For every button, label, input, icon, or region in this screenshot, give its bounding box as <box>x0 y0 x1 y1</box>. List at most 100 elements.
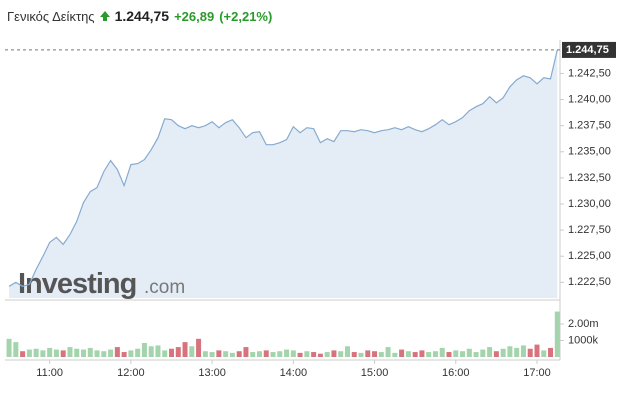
volume-bar <box>74 348 80 357</box>
x-tick-label: 11:00 <box>36 367 63 379</box>
volume-bar <box>338 351 344 357</box>
volume-bar <box>426 352 432 357</box>
volume-bar <box>94 350 100 357</box>
volume-bar <box>263 350 269 357</box>
volume-bar <box>284 349 290 357</box>
volume-bar <box>331 350 337 357</box>
volume-bar <box>229 352 235 357</box>
price-area <box>9 49 558 299</box>
last-price: 1.244,75 <box>114 8 170 24</box>
y-tick-label: 1.240,00 <box>568 93 611 105</box>
volume-bar <box>87 347 93 357</box>
volume-bar <box>500 348 506 357</box>
volume-bar <box>236 351 242 357</box>
volume-bar <box>351 352 357 357</box>
y-tick-label: 1000k <box>568 334 598 346</box>
volume-bar <box>534 344 540 357</box>
volume-bar <box>412 352 418 357</box>
volume-bar <box>47 347 53 357</box>
volume-bar <box>223 351 229 357</box>
volume-bar <box>243 347 249 357</box>
volume-bar <box>548 347 554 357</box>
volume-bar <box>40 350 46 357</box>
watermark: Investing <box>18 268 136 300</box>
volume-bar <box>189 346 195 357</box>
y-tick-label: 1.227,50 <box>568 224 611 236</box>
volume-bar <box>202 351 208 357</box>
volume-bar <box>53 349 59 357</box>
y-tick-label: 1.225,00 <box>568 250 611 262</box>
volume-bar <box>20 351 26 357</box>
volume-bar <box>460 351 466 357</box>
volume-bar <box>121 352 127 357</box>
volume-bar <box>209 352 215 357</box>
volume-bar <box>196 338 202 357</box>
volume-bar <box>6 338 12 357</box>
header: Γενικός Δείκτης 1.244,75 +26,89 (+2,21%) <box>7 8 272 24</box>
volume-bar <box>385 347 391 357</box>
price-line <box>8 49 558 287</box>
volume-bar <box>473 352 479 357</box>
volume-bar <box>290 350 296 357</box>
volume-bar <box>392 352 398 357</box>
volume-bar <box>324 352 330 357</box>
volume-bar <box>175 347 181 357</box>
volume-bar <box>169 348 174 357</box>
volume-bar <box>250 352 256 357</box>
volume-bar <box>182 342 188 357</box>
volume-bar <box>554 311 560 357</box>
watermark-suffix: .com <box>144 277 185 298</box>
volume-bar <box>101 351 107 357</box>
volume-bar <box>141 342 147 357</box>
volume-bar <box>527 348 533 357</box>
volume-bar <box>108 349 114 357</box>
volume-bar <box>378 352 384 357</box>
volume-bar <box>344 346 350 357</box>
volume-bar <box>446 352 452 357</box>
up-arrow <box>99 11 110 21</box>
volume-bar <box>33 348 39 357</box>
volume-bar <box>514 347 520 357</box>
volume-bar <box>148 346 154 357</box>
volume-bar <box>405 351 411 357</box>
volume-bar <box>114 347 120 357</box>
last-price-box <box>562 41 616 58</box>
volume-bar <box>541 350 547 357</box>
change: +26,89 <box>174 8 215 24</box>
volume-bar <box>439 347 445 357</box>
volume-bar <box>507 346 513 357</box>
y-tick-label: 1.230,00 <box>568 198 611 210</box>
volume-bar <box>216 350 222 357</box>
y-tick-label: 1.235,00 <box>568 146 611 158</box>
volume-bar <box>13 342 19 357</box>
x-tick-label: 13:00 <box>198 367 226 379</box>
x-tick-label: 14:00 <box>280 367 308 379</box>
volume-bar <box>358 352 364 357</box>
y-tick-label: 1.232,50 <box>568 172 611 184</box>
volume-bar <box>81 349 87 357</box>
change-pct: (+2,21%) <box>219 8 273 24</box>
volume-bar <box>297 352 303 357</box>
volume-bar <box>277 351 283 357</box>
volume-bar <box>135 348 141 357</box>
volume-bar <box>466 348 472 357</box>
title: Γενικός Δείκτης <box>7 8 95 24</box>
x-tick-label: 12:00 <box>117 367 145 379</box>
volume-bar <box>155 345 161 357</box>
volume-bar <box>419 350 425 357</box>
y-tick-label: 2.00m <box>568 318 599 330</box>
volume-bar <box>128 350 134 357</box>
volume-bar <box>487 347 493 357</box>
volume-bar <box>399 349 405 357</box>
volume-bar <box>311 352 317 357</box>
volume-bar <box>67 347 73 357</box>
volume-bar <box>60 350 66 357</box>
y-tick-label: 1.222,50 <box>568 276 611 288</box>
y-tick-label: 1.237,50 <box>568 120 611 132</box>
volume-bar <box>432 351 438 357</box>
x-tick-label: 16:00 <box>442 367 470 379</box>
volume-bar <box>493 351 499 357</box>
y-tick-label: 1.242,50 <box>568 67 611 79</box>
